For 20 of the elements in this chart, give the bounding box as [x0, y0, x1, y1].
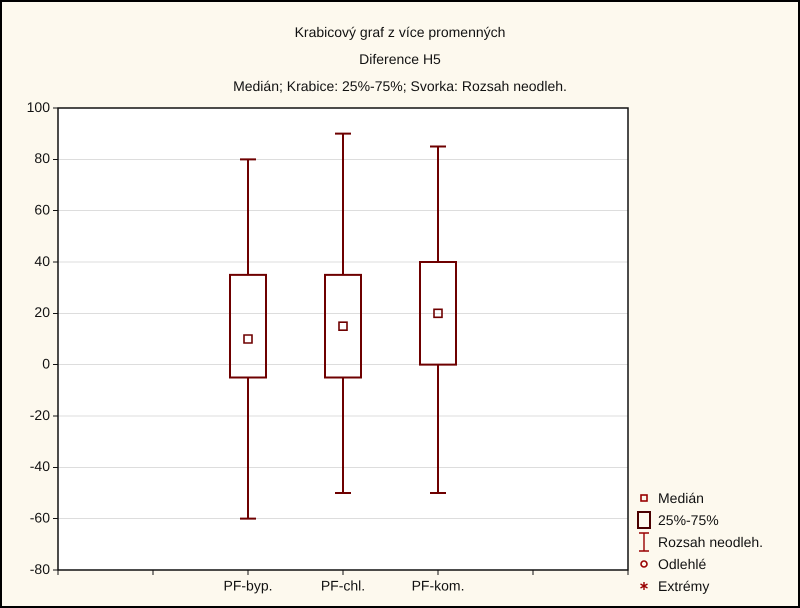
y-tick-label: 80 — [34, 150, 50, 166]
y-tick-label: 60 — [34, 202, 50, 218]
chart-subtitle: Diference H5 Medián; Krabice: 25%-75%; Svorka: Rozsah neodleh. — [232, 51, 568, 94]
text: Medián — [658, 490, 704, 506]
y-tick-label: -60 — [30, 510, 50, 526]
x-tick-label: PF-kom. — [412, 577, 464, 594]
y-tick-label: -20 — [30, 406, 50, 423]
y-tick-label: -40 — [30, 458, 50, 474]
y-tick-label: 0 — [42, 356, 50, 372]
x-tick-label: PF-byp. — [223, 577, 273, 594]
text: Rozsah neodleh. — [658, 534, 764, 550]
text: 25%-75% — [658, 512, 719, 528]
x-tick-label: PF-chl. — [320, 577, 366, 594]
y-tick-label: 100 — [26, 98, 50, 115]
chart-title: Krabicový graf z více promenných — [294, 24, 506, 40]
y-tick-label: -80 — [30, 560, 50, 577]
text: Odlehlé — [658, 556, 706, 572]
y-tick-label: 40 — [34, 252, 50, 269]
text: Extrémy — [658, 578, 710, 594]
y-tick-label: 20 — [34, 304, 50, 320]
